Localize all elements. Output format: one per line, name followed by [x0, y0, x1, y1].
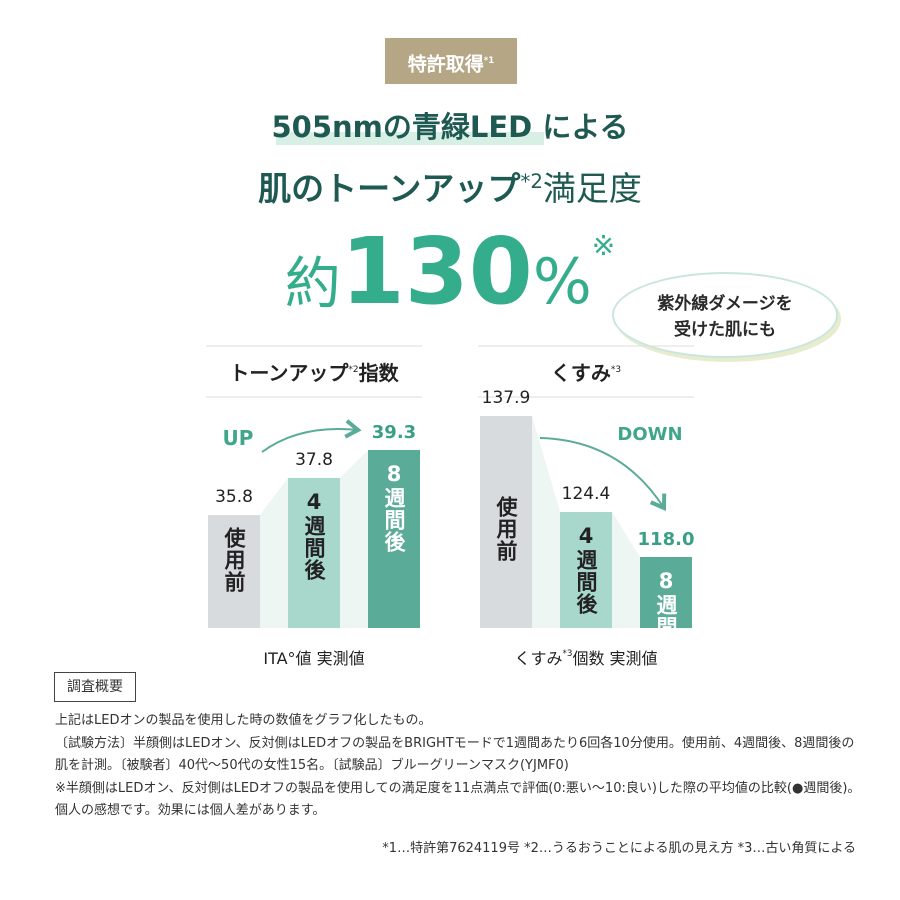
bar — [288, 477, 340, 628]
unit: % — [532, 245, 592, 318]
value-label: 39.3 — [371, 422, 417, 444]
survey-line: ※半顔側はLEDオン、反対側はLEDオフの製品を使用しての満足度を11点満点で評… — [55, 780, 861, 819]
chart-title-suffix: 指数 — [358, 361, 399, 385]
prefix: 約 — [284, 252, 341, 317]
footnote: *1…特許第7624119号 *2…うるおうことによる肌の見え方 *3…古い角質… — [382, 841, 856, 856]
value-label: 124.4 — [561, 483, 611, 504]
big-number: 約130%※ — [0, 218, 900, 325]
bubble: 紫外線ダメージを 受けた肌にも — [612, 272, 838, 358]
value-label: 35.8 — [215, 486, 253, 507]
trend-label: DOWN — [617, 424, 682, 445]
bar — [368, 450, 420, 628]
badge-note: *1 — [483, 56, 495, 66]
trend-label: UP — [223, 426, 254, 450]
headline-1: 505nmの青緑LED による — [0, 104, 900, 146]
bar-connector — [260, 477, 288, 628]
headline-rest: による — [532, 110, 629, 144]
x-label-text: ITA°値 実測値 — [263, 649, 365, 668]
chart-title-text: くすみ — [550, 361, 611, 385]
bar — [480, 415, 532, 628]
x-label: くすみ*3個数 実測値 — [466, 645, 706, 669]
value-label: 118.0 — [637, 529, 695, 551]
headline-highlight: 505nmの青緑LED — [271, 110, 533, 144]
category-label: 8週間後 — [654, 569, 678, 661]
category-label: 4週間後 — [574, 523, 598, 615]
badge-text: 特許取得 — [407, 53, 484, 76]
chart-title-note: *2 — [348, 364, 359, 375]
x-label-note: *3 — [562, 649, 573, 660]
chart-title-text: トーンアップ — [229, 361, 349, 385]
x-label-suffix: 個数 実測値 — [572, 649, 658, 668]
survey-text: 上記はLEDオンの製品を使用した時の数値をグラフ化したもの。 〔試験方法〕半顔側… — [55, 710, 861, 823]
badge: 特許取得*1 — [385, 38, 517, 84]
survey-line: 上記はLEDオンの製品を使用した時の数値をグラフ化したもの。 — [55, 713, 432, 728]
bar — [640, 557, 692, 628]
bar-connector — [340, 450, 368, 628]
number: 130 — [340, 218, 533, 325]
chart-title: くすみ*3 — [466, 357, 706, 386]
x-label-text: くすみ — [514, 649, 563, 668]
category-label: 4週間後 — [302, 489, 326, 581]
survey-heading: 調査概要 — [54, 672, 136, 702]
highlight — [276, 132, 544, 145]
bar — [560, 511, 612, 628]
x-label: ITA°値 実測値 — [194, 645, 434, 669]
bar-connector — [612, 511, 640, 628]
category-label: 8週間後 — [382, 462, 406, 554]
headline-note: *2 — [520, 170, 543, 194]
value-label: 37.8 — [295, 449, 333, 470]
bubble-line: 紫外線ダメージを — [657, 294, 793, 314]
category-label: 使用前 — [494, 495, 518, 562]
chart-title: トーンアップ*2指数 — [194, 357, 434, 386]
chart-title-note: *3 — [610, 364, 622, 375]
headline-rest: 満足度 — [542, 169, 642, 208]
trend-arrow — [261, 419, 362, 453]
category-label: 使用前 — [222, 526, 246, 593]
bar-connector — [532, 415, 560, 628]
headline-main: 肌のトーンアップ — [258, 169, 521, 208]
bubble-line: 受けた肌にも — [674, 320, 776, 340]
bar — [208, 514, 260, 628]
mark: ※ — [591, 229, 616, 262]
survey-line: 〔試験方法〕半顔側はLEDオン、反対側はLEDオフの製品をBRIGHTモードで1… — [55, 735, 855, 774]
value-label: 137.9 — [481, 387, 531, 408]
trend-arrow — [539, 437, 667, 512]
headline-2: 肌のトーンアップ*2満足度 — [0, 162, 900, 210]
